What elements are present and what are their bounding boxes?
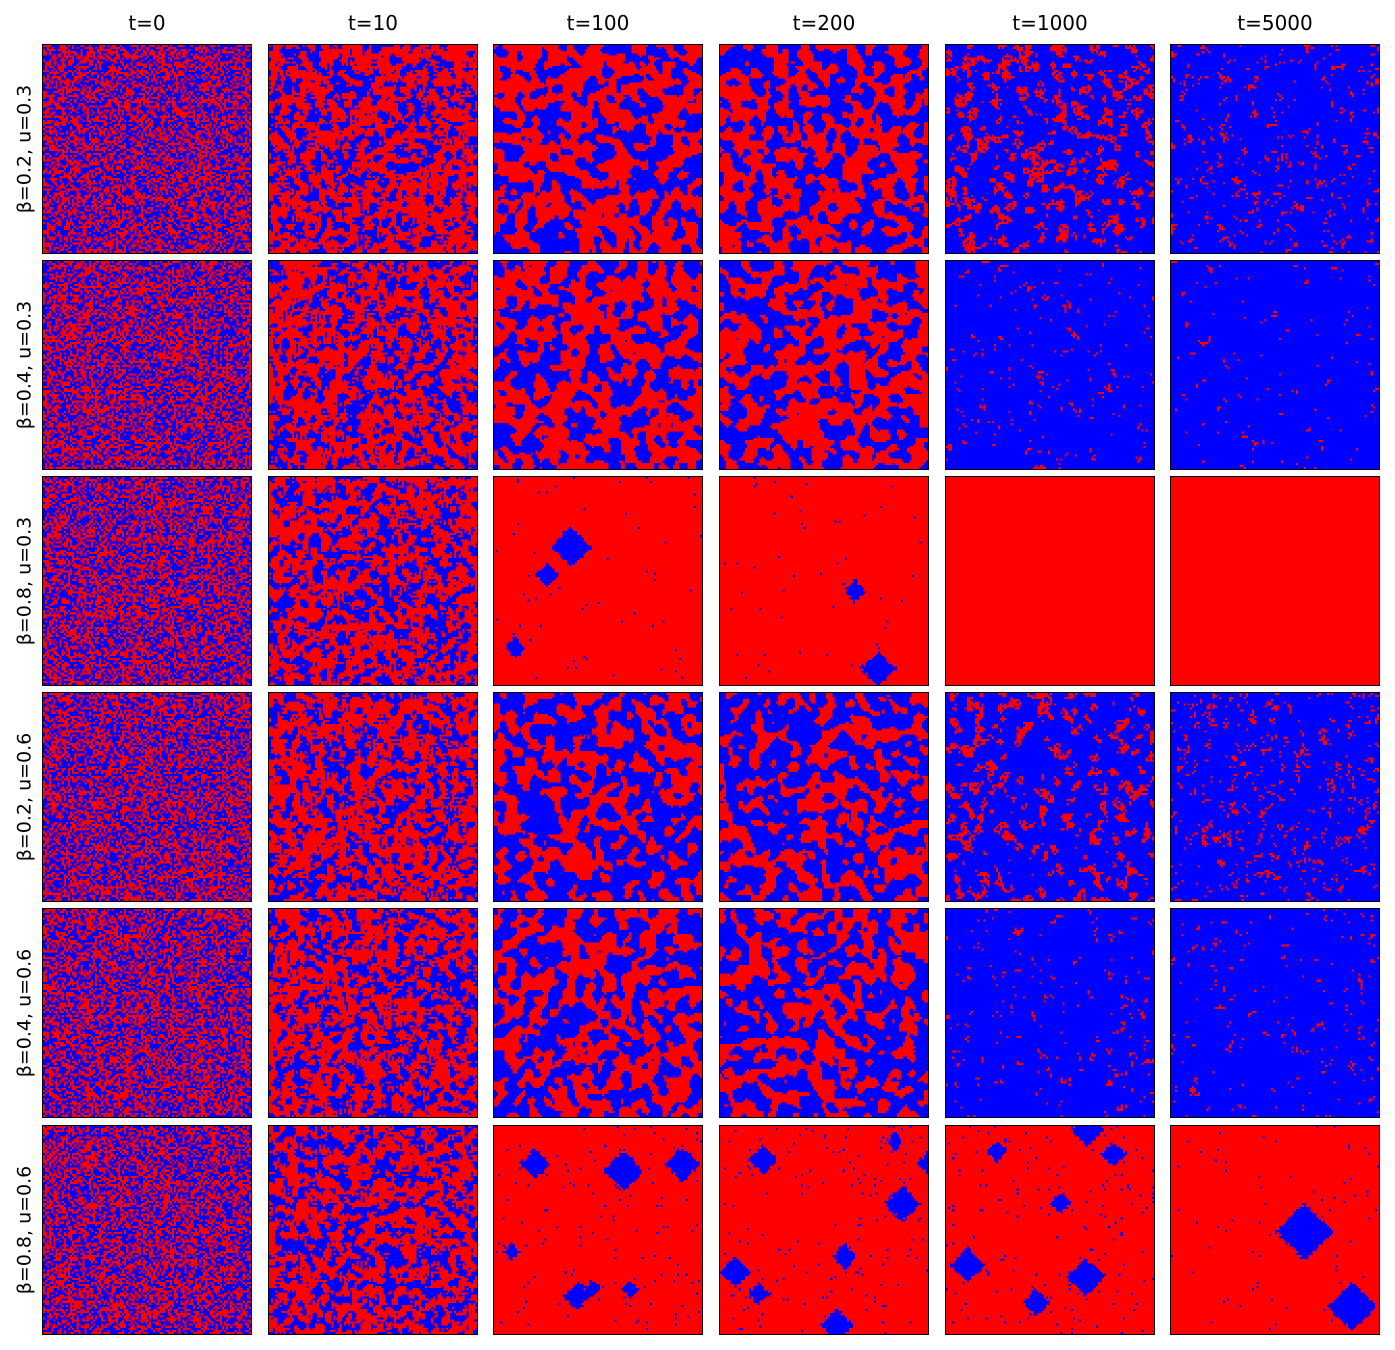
lattice-canvas-r4-c1 [269,909,477,1117]
lattice-canvas-r2-c3 [720,477,928,685]
row-label-text-4: β=0.4, u=0.6 [13,948,35,1078]
panel-r4-c5 [1170,908,1380,1118]
panel-r0-c2 [493,44,703,254]
lattice-canvas-r1-c3 [720,261,928,469]
lattice-canvas-r5-c1 [269,1126,477,1334]
panel-r2-c2 [493,476,703,686]
lattice-canvas-r4-c0 [43,909,251,1117]
row-label-text-1: β=0.4, u=0.3 [13,300,35,430]
lattice-canvas-r3-c0 [43,693,251,901]
lattice-canvas-r5-c2 [494,1126,702,1334]
panel-r5-c2 [493,1125,703,1335]
lattice-canvas-r0-c1 [269,45,477,253]
lattice-canvas-r0-c3 [720,45,928,253]
lattice-canvas-r3-c3 [720,693,928,901]
panel-r2-c4 [945,476,1155,686]
lattice-canvas-r1-c0 [43,261,251,469]
row-label-text-2: β=0.8, u=0.3 [13,516,35,646]
panel-r2-c0 [42,476,252,686]
panel-r5-c1 [268,1125,478,1335]
lattice-canvas-r1-c1 [269,261,477,469]
lattice-canvas-r1-c4 [946,261,1154,469]
panel-r3-c1 [268,692,478,902]
panel-r4-c0 [42,908,252,1118]
lattice-canvas-r3-c5 [1171,693,1379,901]
lattice-canvas-r5-c3 [720,1126,928,1334]
lattice-canvas-r0-c4 [946,45,1154,253]
panel-r5-c4 [945,1125,1155,1335]
panel-r4-c3 [719,908,929,1118]
lattice-canvas-r4-c5 [1171,909,1379,1117]
lattice-canvas-r5-c0 [43,1126,251,1334]
row-label-text-3: β=0.2, u=0.6 [13,732,35,862]
panel-r3-c5 [1170,692,1380,902]
lattice-canvas-r4-c2 [494,909,702,1117]
lattice-canvas-r2-c0 [43,477,251,685]
lattice-canvas-r2-c4 [946,477,1154,685]
lattice-canvas-r4-c3 [720,909,928,1117]
column-title-0: t=0 [128,11,166,35]
panel-r5-c5 [1170,1125,1380,1335]
panel-r2-c5 [1170,476,1380,686]
panel-r2-c1 [268,476,478,686]
lattice-canvas-r1-c2 [494,261,702,469]
panel-r1-c0 [42,260,252,470]
row-label-4: β=0.4, u=0.6 [12,908,36,1118]
panel-r4-c1 [268,908,478,1118]
panel-r1-c5 [1170,260,1380,470]
lattice-canvas-r3-c4 [946,693,1154,901]
lattice-canvas-r4-c4 [946,909,1154,1117]
panel-r3-c4 [945,692,1155,902]
panel-r1-c4 [945,260,1155,470]
column-title-4: t=1000 [1012,11,1088,35]
panel-r0-c3 [719,44,929,254]
panel-r0-c1 [268,44,478,254]
panel-r0-c5 [1170,44,1380,254]
lattice-canvas-r3-c2 [494,693,702,901]
row-label-text-5: β=0.8, u=0.6 [13,1165,35,1295]
column-title-3: t=200 [792,11,856,35]
lattice-canvas-r2-c5 [1171,477,1379,685]
panel-r0-c0 [42,44,252,254]
panel-r1-c3 [719,260,929,470]
panel-r1-c1 [268,260,478,470]
panel-r0-c4 [945,44,1155,254]
column-title-2: t=100 [566,11,630,35]
column-title-5: t=5000 [1237,11,1313,35]
panel-r4-c4 [945,908,1155,1118]
panel-r3-c0 [42,692,252,902]
panel-r3-c3 [719,692,929,902]
lattice-canvas-r0-c2 [494,45,702,253]
row-label-text-0: β=0.2, u=0.3 [13,84,35,214]
panel-r5-c0 [42,1125,252,1335]
row-label-5: β=0.8, u=0.6 [12,1125,36,1335]
lattice-canvas-r2-c1 [269,477,477,685]
row-label-1: β=0.4, u=0.3 [12,260,36,470]
lattice-canvas-r0-c0 [43,45,251,253]
panel-r5-c3 [719,1125,929,1335]
lattice-canvas-r5-c4 [946,1126,1154,1334]
column-title-1: t=10 [347,11,399,35]
lattice-canvas-r1-c5 [1171,261,1379,469]
panel-r3-c2 [493,692,703,902]
panel-r2-c3 [719,476,929,686]
lattice-canvas-r5-c5 [1171,1126,1379,1334]
row-label-2: β=0.8, u=0.3 [12,476,36,686]
panel-r1-c2 [493,260,703,470]
lattice-canvas-r3-c1 [269,693,477,901]
row-label-3: β=0.2, u=0.6 [12,692,36,902]
lattice-canvas-r2-c2 [494,477,702,685]
lattice-canvas-r0-c5 [1171,45,1379,253]
row-label-0: β=0.2, u=0.3 [12,44,36,254]
panel-r4-c2 [493,908,703,1118]
